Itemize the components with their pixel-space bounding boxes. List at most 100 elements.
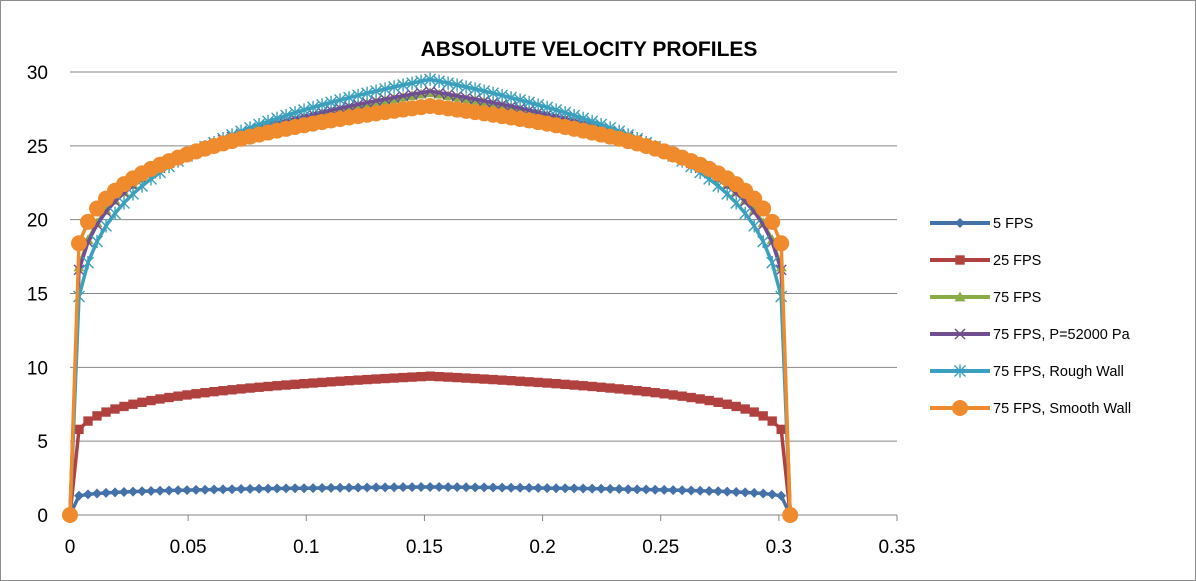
x-tick-label: 0.35	[879, 537, 916, 558]
data-point	[92, 411, 102, 421]
y-tick-label: 5	[37, 432, 48, 453]
data-point	[289, 106, 302, 120]
data-point	[308, 483, 319, 494]
data-point	[307, 100, 320, 114]
data-point	[128, 486, 139, 497]
data-point	[74, 424, 84, 435]
data-point	[137, 486, 148, 497]
data-point	[776, 490, 787, 501]
data-point	[353, 375, 363, 385]
data-point	[641, 386, 651, 397]
data-point	[317, 377, 327, 388]
data-point	[550, 103, 563, 117]
data-point	[461, 482, 472, 493]
data-point	[280, 108, 293, 123]
data-point	[370, 95, 382, 107]
data-point	[461, 373, 471, 383]
data-point	[352, 88, 365, 103]
data-point	[398, 482, 409, 493]
data-point	[281, 380, 291, 390]
data-point	[110, 404, 120, 414]
data-point	[578, 483, 589, 494]
data-point	[479, 482, 490, 493]
data-point	[740, 404, 750, 414]
data-point	[83, 416, 93, 426]
legend-item: 75 FPS, Smooth Wall	[930, 400, 1131, 417]
data-point	[442, 88, 454, 100]
data-point	[353, 482, 364, 493]
data-point	[749, 407, 759, 417]
data-point	[605, 383, 615, 393]
data-point	[227, 484, 238, 495]
y-tick-label: 10	[27, 358, 48, 379]
data-point	[764, 213, 781, 230]
data-point	[71, 235, 88, 252]
data-point	[416, 482, 427, 493]
data-point	[478, 84, 491, 98]
data-point	[245, 483, 256, 494]
data-point	[245, 383, 255, 393]
legend-item: 25 FPS	[930, 253, 1041, 269]
y-tick-label: 30	[27, 63, 48, 84]
data-point	[515, 376, 525, 386]
data-point	[713, 486, 724, 497]
legend-marker	[954, 328, 966, 340]
data-point	[137, 397, 147, 407]
data-point	[415, 87, 427, 99]
data-point	[487, 86, 500, 100]
data-point	[326, 377, 336, 387]
data-point	[425, 481, 436, 492]
series-layer	[62, 72, 799, 523]
data-point	[686, 392, 696, 403]
data-point	[758, 488, 769, 499]
data-point	[80, 213, 97, 230]
y-tick-label: 0	[37, 506, 48, 527]
data-point	[109, 206, 122, 221]
data-point	[478, 95, 490, 107]
legend-marker	[954, 364, 966, 378]
data-point	[551, 379, 561, 389]
data-point	[209, 386, 219, 397]
data-point	[587, 381, 597, 392]
data-point	[523, 95, 536, 109]
data-point	[587, 483, 598, 494]
data-point	[452, 482, 463, 493]
data-point	[497, 375, 507, 385]
data-point	[227, 385, 237, 395]
data-point	[164, 392, 174, 403]
data-point	[343, 100, 355, 112]
data-point	[452, 372, 462, 383]
data-point	[362, 482, 373, 493]
data-point	[506, 482, 517, 493]
data-point	[559, 106, 572, 120]
data-point	[443, 482, 454, 493]
data-point	[748, 219, 761, 233]
data-point	[389, 373, 399, 383]
data-point	[757, 234, 770, 249]
data-point	[299, 379, 309, 389]
data-point	[755, 200, 772, 217]
data-point	[469, 82, 482, 96]
data-point	[731, 401, 741, 412]
data-point	[191, 484, 202, 495]
data-point	[370, 84, 383, 98]
data-point	[146, 395, 156, 406]
data-point	[470, 373, 480, 384]
series-line	[68, 77, 792, 516]
x-tick-label: 0.05	[170, 537, 207, 558]
data-point	[209, 484, 220, 495]
y-tick-label: 25	[27, 137, 48, 158]
data-point	[722, 399, 732, 409]
data-point	[767, 416, 777, 426]
data-point	[326, 482, 337, 493]
data-point	[668, 390, 678, 400]
data-point	[578, 381, 588, 391]
data-point	[434, 482, 445, 493]
series-diamond	[65, 481, 796, 520]
data-point	[344, 482, 355, 493]
data-point	[695, 394, 705, 404]
x-tick-label: 0	[65, 537, 76, 558]
data-point	[398, 372, 408, 383]
data-point	[767, 489, 778, 500]
